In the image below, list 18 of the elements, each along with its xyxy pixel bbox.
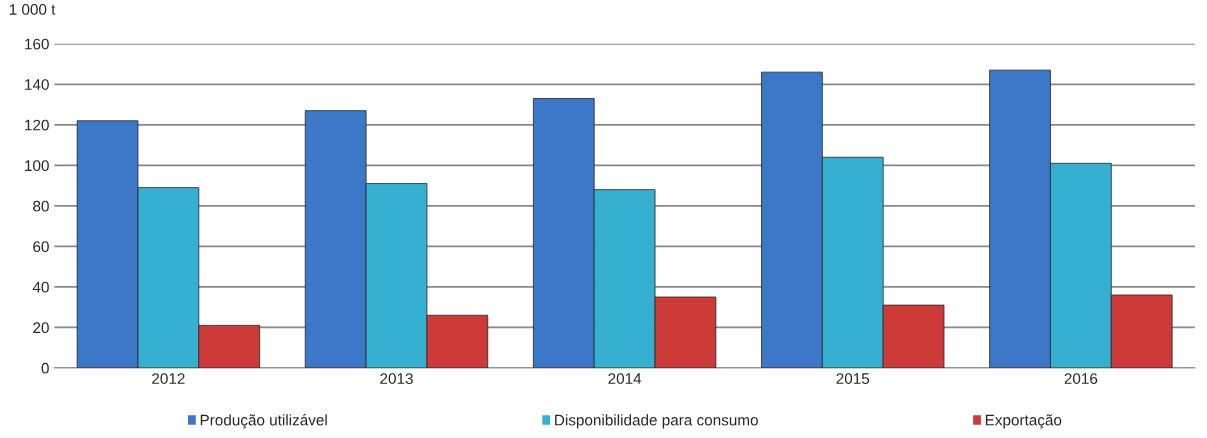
y-tick-label: 80 (33, 200, 49, 212)
y-tick-label: 0 (41, 362, 49, 374)
legend-label: Exportação (985, 414, 1062, 429)
y-tick-label: 100 (25, 160, 49, 172)
legend-label: Produção utilizável (200, 414, 327, 429)
y-tick-label: 20 (33, 322, 49, 334)
x-tick-label: 2016 (1064, 373, 1098, 384)
x-tick-label: 2014 (608, 373, 642, 384)
x-tick-label: 2013 (380, 373, 413, 384)
y-tick-label: 140 (25, 79, 49, 90)
y-axis-title: 1 000 t (9, 4, 56, 15)
y-tick-label: 160 (25, 38, 49, 50)
legend-label: Disponibilidade para consumo (555, 414, 758, 429)
x-tick-label: 2015 (836, 373, 870, 384)
y-tick-label: 40 (32, 281, 49, 293)
y-tick-label: 120 (25, 119, 49, 131)
y-tick-label: 60 (33, 241, 49, 253)
x-tick-label: 2012 (152, 373, 185, 384)
